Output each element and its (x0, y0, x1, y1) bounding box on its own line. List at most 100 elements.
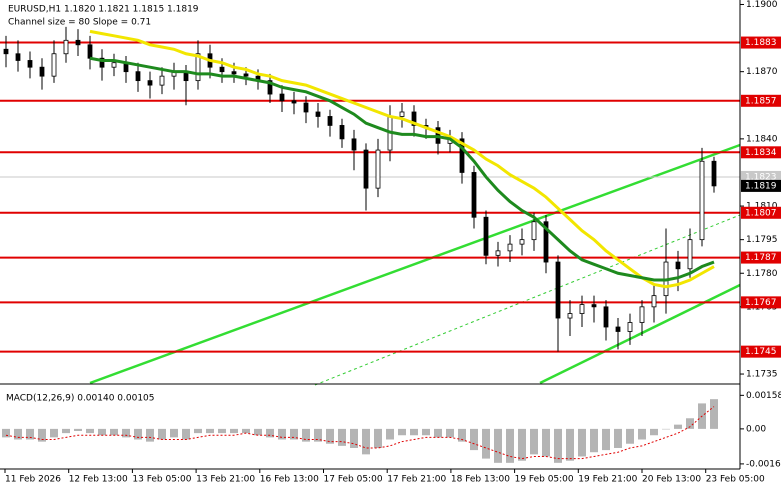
macd-bar (398, 428, 406, 436)
y-tick-label: 0.00158 (746, 391, 781, 401)
macd-bar (230, 428, 238, 434)
level-label: 1.1883 (745, 38, 777, 48)
candle-body (327, 116, 333, 126)
macd-title: MACD(12,26,9) 0.00140 0.00105 (6, 394, 155, 404)
macd-bar (194, 428, 202, 434)
macd-bar (122, 428, 130, 438)
macd-bar (566, 428, 574, 461)
candle-body (627, 322, 633, 332)
x-tick-label: 20 Feb 13:00 (642, 475, 701, 485)
x-tick-label: 17 Feb 21:00 (387, 475, 446, 485)
macd-bar (422, 428, 430, 436)
macd-bar (26, 428, 34, 440)
macd-bar (674, 424, 682, 429)
level-label-box (741, 206, 781, 219)
level-label: 1.1745 (745, 347, 777, 357)
x-tick-label: 19 Feb 05:00 (515, 475, 574, 485)
macd-bar (470, 428, 478, 451)
x-tick-label: 19 Feb 21:00 (578, 475, 637, 485)
candle-body (159, 75, 165, 86)
level-label-box (741, 296, 781, 309)
x-tick-label: 16 Feb 13:00 (260, 475, 319, 485)
macd-bar (494, 428, 502, 463)
macd-bar (386, 428, 394, 440)
level-label: 1.1834 (745, 148, 777, 158)
level-label-box (741, 94, 781, 107)
macd-bar (506, 428, 514, 463)
macd-bar (74, 428, 82, 432)
candle-body (231, 71, 237, 75)
candle-body (351, 138, 357, 151)
candle-body (267, 80, 273, 95)
candle-body (555, 261, 561, 319)
x-tick-label: 11 Feb 2026 (5, 475, 61, 485)
y-tick-label: 1.1870 (746, 67, 778, 77)
candle-body (543, 221, 549, 263)
level-label-box (741, 251, 781, 264)
macd-bar (458, 428, 466, 442)
candle-body (195, 53, 201, 82)
moving-average (89, 56, 715, 282)
candle-body (243, 73, 249, 77)
candle-body (99, 57, 105, 68)
level-label: 1.1787 (745, 253, 777, 263)
macd-bar (182, 428, 190, 440)
macd-bar (146, 428, 154, 442)
macd-bar (14, 428, 22, 440)
macd-bar (374, 428, 382, 448)
candle-body (39, 66, 45, 77)
chart-subtitle: Channel size = 80 Slope = 0.71 (8, 18, 151, 28)
candle-body (471, 172, 477, 218)
x-tick-label: 13 Feb 21:00 (196, 475, 255, 485)
channel-upper (89, 143, 741, 385)
candle-body (63, 39, 69, 55)
macd-bar (578, 428, 586, 457)
y-tick-label: 0.00 (746, 424, 766, 434)
macd-bar (638, 428, 646, 440)
macd-bar (362, 428, 370, 455)
chart-title: EURUSD,H1 1.1820 1.1821 1.1815 1.1819 (8, 5, 199, 15)
candle-body (531, 221, 537, 241)
macd-bar (290, 428, 298, 440)
macd-bar (410, 428, 418, 436)
y-tick-label: 1.1810 (746, 202, 778, 212)
macd-bar (446, 428, 454, 438)
x-tick-label: 13 Feb 05:00 (132, 475, 191, 485)
level-label: 1.1807 (745, 208, 777, 218)
candle-body (519, 239, 525, 245)
candle-body (591, 304, 597, 308)
y-tick-label: -0.00165 (746, 459, 781, 469)
candle-body (339, 125, 345, 140)
y-tick-label: 1.1795 (746, 235, 778, 245)
y-tick-label: 1.1900 (746, 0, 778, 10)
ask-label: 1.1823 (745, 172, 777, 182)
candle-body (87, 44, 93, 59)
macd-signal (5, 406, 715, 460)
candle-body (699, 160, 705, 241)
macd-bar (554, 428, 562, 463)
level-label: 1.1857 (745, 96, 777, 106)
bid-label-box (741, 179, 781, 192)
candle-body (651, 295, 657, 308)
candle-body (279, 93, 285, 102)
macd-bar (626, 428, 634, 444)
candle-body (615, 326, 621, 332)
candle-body (687, 239, 693, 270)
candle-body (579, 304, 585, 314)
bid-label: 1.1819 (745, 181, 777, 191)
candle-body (507, 243, 513, 252)
macd-bar (86, 428, 94, 434)
macd-bar (302, 428, 310, 442)
macd-bar (662, 428, 670, 430)
macd-bar (338, 428, 346, 446)
y-tick-label: 1.1840 (746, 134, 778, 144)
y-tick-label: 1.1735 (746, 370, 778, 380)
macd-bar (614, 428, 622, 448)
candle-body (219, 66, 225, 73)
candle-body (363, 149, 369, 189)
candle-body (711, 160, 717, 187)
candle-body (3, 48, 9, 55)
macd-bar (110, 428, 118, 436)
level-label-box (741, 146, 781, 159)
